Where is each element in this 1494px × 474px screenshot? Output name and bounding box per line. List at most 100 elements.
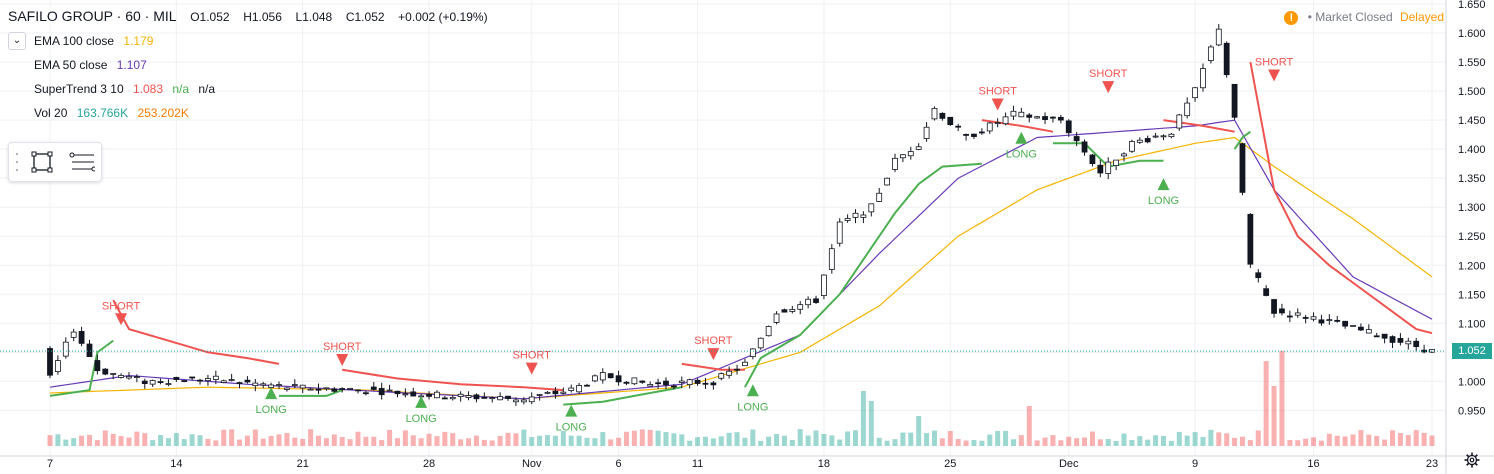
candle-body bbox=[1405, 340, 1412, 345]
indicator-value: 1.179 bbox=[123, 34, 154, 48]
candle-body bbox=[978, 131, 985, 134]
symbol-title[interactable]: SAFILO GROUP · 60 · MIL bbox=[8, 8, 177, 24]
indicator-value: 163.766K bbox=[76, 106, 129, 120]
volume-bar bbox=[876, 437, 882, 446]
candle-body bbox=[971, 133, 977, 137]
volume-bar bbox=[1200, 436, 1206, 446]
list-tool-icon[interactable] bbox=[69, 151, 95, 173]
candle-body bbox=[1081, 141, 1088, 153]
indicator-ema50[interactable]: EMA 50 close 1.107 bbox=[34, 58, 153, 72]
candle-body bbox=[821, 274, 827, 296]
collapse-legend-button[interactable]: ⌄ bbox=[8, 32, 26, 50]
volume-bar bbox=[410, 435, 416, 446]
candle-body bbox=[1034, 116, 1041, 119]
candle-body bbox=[102, 368, 109, 375]
volume-bar bbox=[600, 432, 606, 446]
volume-bar bbox=[1074, 438, 1080, 446]
candle-body bbox=[449, 396, 456, 400]
candle-body bbox=[694, 379, 701, 384]
signal-label: LONG bbox=[1148, 195, 1179, 207]
volume-bar bbox=[884, 440, 890, 446]
volume-bar bbox=[1058, 440, 1064, 446]
candle-body bbox=[260, 383, 267, 386]
candle-body bbox=[892, 157, 898, 170]
volume-bar bbox=[292, 437, 298, 446]
candle-body bbox=[370, 386, 377, 390]
volume-bar bbox=[1247, 440, 1253, 446]
volume-bar bbox=[1129, 439, 1135, 446]
volume-bar bbox=[94, 440, 100, 446]
volume-bar bbox=[363, 436, 369, 446]
volume-bar bbox=[718, 436, 724, 446]
ohlc-change: +0.002 (+0.19%) bbox=[398, 10, 488, 24]
volume-bar bbox=[466, 438, 472, 446]
candle-body bbox=[520, 399, 527, 403]
candle-body bbox=[1286, 315, 1293, 318]
volume-bar bbox=[702, 436, 708, 446]
candle-body bbox=[631, 377, 638, 385]
candle-body bbox=[1057, 116, 1064, 121]
drag-handle-icon[interactable] bbox=[15, 151, 19, 173]
volume-bar bbox=[916, 416, 922, 446]
volume-bar bbox=[845, 431, 851, 446]
volume-bar bbox=[1224, 433, 1230, 446]
volume-bar bbox=[742, 437, 748, 446]
candle-body bbox=[734, 368, 740, 371]
signal-label: LONG bbox=[556, 422, 587, 434]
indicator-volume[interactable]: Vol 20 163.766K 253.202K bbox=[34, 106, 195, 120]
volume-bar bbox=[268, 435, 274, 446]
volume-bar bbox=[237, 439, 243, 446]
volume-bar bbox=[173, 432, 179, 446]
market-closed-label: • Market Closed bbox=[1307, 10, 1393, 24]
candle-body bbox=[284, 387, 290, 390]
volume-bar bbox=[710, 438, 716, 446]
gear-icon[interactable] bbox=[1464, 452, 1480, 468]
price-tick-label: 1.500 bbox=[1458, 86, 1486, 98]
price-tick-label: 1.200 bbox=[1458, 260, 1486, 272]
signal-label: SHORT bbox=[102, 300, 141, 312]
volume-bar bbox=[229, 429, 235, 446]
candle-body bbox=[1018, 111, 1025, 118]
candle-body bbox=[54, 360, 61, 372]
indicator-ema100[interactable]: EMA 100 close 1.179 bbox=[34, 34, 159, 48]
volume-bar bbox=[102, 430, 108, 446]
volume-bar bbox=[1303, 438, 1309, 446]
price-tick-label: 1.150 bbox=[1458, 289, 1486, 301]
volume-bar bbox=[1326, 433, 1332, 446]
candle-body bbox=[647, 384, 654, 387]
rectangle-tool-icon[interactable] bbox=[31, 151, 53, 173]
candle-body bbox=[1207, 46, 1214, 61]
volume-bar bbox=[560, 430, 566, 446]
volume-bar bbox=[750, 429, 756, 446]
volume-bar bbox=[323, 438, 329, 446]
volume-bar bbox=[213, 440, 219, 446]
candle-body bbox=[986, 122, 993, 132]
candle-body bbox=[355, 389, 361, 392]
volume-bar bbox=[1082, 437, 1088, 446]
volume-bar bbox=[766, 436, 772, 446]
volume-bar bbox=[545, 435, 551, 446]
signal-arrow-up-icon bbox=[415, 395, 428, 408]
candle-body bbox=[584, 384, 590, 387]
time-tick-label: 23 bbox=[1426, 458, 1438, 470]
volume-bar bbox=[1358, 430, 1364, 446]
supertrend-short-line bbox=[112, 299, 280, 365]
warning-icon[interactable]: ! bbox=[1284, 10, 1299, 25]
volume-bar bbox=[1405, 435, 1411, 446]
candle-body bbox=[663, 380, 669, 386]
volume-bar bbox=[339, 437, 345, 446]
volume-bar bbox=[639, 429, 645, 446]
candle-body bbox=[702, 382, 709, 385]
signal-arrow-up-icon bbox=[1157, 178, 1170, 191]
volume-bar bbox=[1026, 406, 1032, 446]
indicator-name: EMA 50 close bbox=[34, 58, 108, 72]
volume-bar bbox=[608, 439, 614, 446]
time-tick-label: Nov bbox=[522, 458, 542, 470]
candle-body bbox=[781, 309, 788, 313]
candle-body bbox=[718, 373, 725, 379]
indicator-value: 1.083 bbox=[132, 82, 163, 96]
time-tick-label: 6 bbox=[616, 458, 622, 470]
volume-bar bbox=[829, 435, 835, 446]
indicator-supertrend[interactable]: SuperTrend 3 10 1.083 n/a n/a bbox=[34, 82, 221, 96]
